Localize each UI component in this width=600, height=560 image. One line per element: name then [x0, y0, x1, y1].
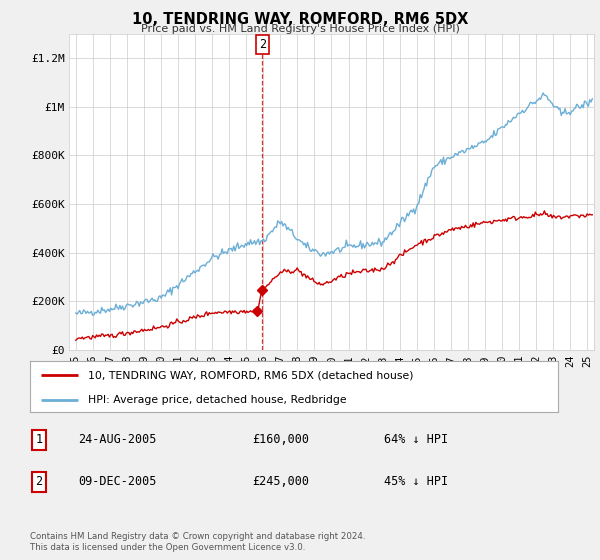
Text: £160,000: £160,000: [252, 433, 309, 446]
Text: 10, TENDRING WAY, ROMFORD, RM6 5DX: 10, TENDRING WAY, ROMFORD, RM6 5DX: [132, 12, 468, 27]
Text: 64% ↓ HPI: 64% ↓ HPI: [384, 433, 448, 446]
Text: Price paid vs. HM Land Registry's House Price Index (HPI): Price paid vs. HM Land Registry's House …: [140, 24, 460, 34]
Text: £245,000: £245,000: [252, 475, 309, 488]
Text: 1: 1: [35, 433, 43, 446]
Text: 09-DEC-2005: 09-DEC-2005: [78, 475, 157, 488]
Text: Contains HM Land Registry data © Crown copyright and database right 2024.
This d: Contains HM Land Registry data © Crown c…: [30, 532, 365, 552]
Text: 24-AUG-2005: 24-AUG-2005: [78, 433, 157, 446]
Text: 10, TENDRING WAY, ROMFORD, RM6 5DX (detached house): 10, TENDRING WAY, ROMFORD, RM6 5DX (deta…: [88, 370, 413, 380]
Text: 45% ↓ HPI: 45% ↓ HPI: [384, 475, 448, 488]
Text: 2: 2: [35, 475, 43, 488]
Text: HPI: Average price, detached house, Redbridge: HPI: Average price, detached house, Redb…: [88, 394, 347, 404]
Text: 2: 2: [259, 38, 266, 51]
